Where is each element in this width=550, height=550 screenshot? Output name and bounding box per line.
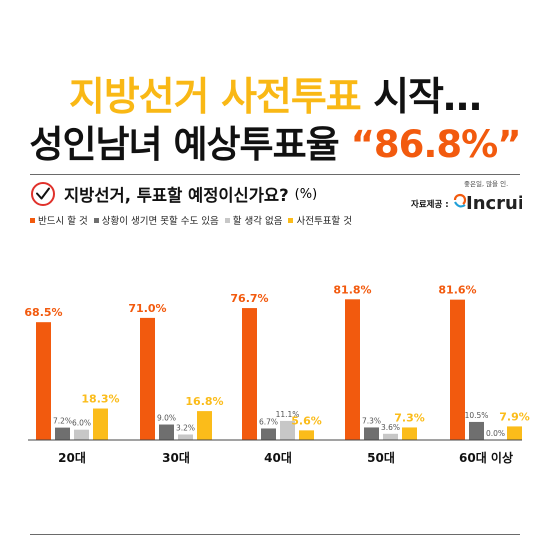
headline-highlight: 지방선거 사전투표: [69, 75, 362, 120]
headline-line-1: 지방선거 사전투표 시작…: [0, 78, 550, 117]
data-label: 6.0%: [72, 419, 91, 428]
ballot-check-icon: [31, 182, 55, 206]
divider: [30, 174, 520, 175]
legend-swatch: [30, 217, 35, 223]
legend-label: 할 생각 없음: [232, 216, 283, 227]
headline-figure: “86.8%”: [350, 123, 522, 166]
bar-3: [280, 420, 295, 440]
legend-item: 사전투표할 것: [288, 213, 352, 227]
data-label: 6.7%: [259, 417, 278, 426]
data-label: 7.2%: [53, 417, 72, 426]
bar-2: [159, 424, 174, 440]
data-label: 7.3%: [362, 416, 381, 425]
incruit-logo: Incruit: [453, 193, 522, 214]
legend-swatch: [93, 217, 99, 223]
bar-2: [469, 421, 484, 440]
data-label: 10.5%: [465, 411, 489, 420]
legend-swatch: [288, 217, 294, 223]
data-label: 5.6%: [291, 414, 322, 427]
bar-3: [178, 434, 193, 440]
bar-1: [345, 299, 360, 440]
headline-text: 성인남녀 예상투표율: [29, 123, 339, 166]
headline-text: 시작…: [373, 75, 482, 120]
category-label: 60대 이상: [459, 450, 513, 465]
bar-chart: 68.5% 7.2% 6.0% 18.3% 20대 71.0% 9.0%3.2% 16.8% 3…: [24, 283, 530, 465]
data-label: 71.0%: [128, 302, 166, 315]
headline-line-2: 성인남녀 예상투표율 “86.8%”: [0, 126, 550, 163]
data-label: 11.1%: [276, 410, 300, 419]
data-label: 7.3%: [394, 411, 425, 424]
data-label: 16.8%: [185, 395, 223, 408]
legend-swatch: [224, 217, 230, 223]
bar-4: [507, 426, 522, 440]
bar-1: [36, 322, 51, 440]
bar-4: [402, 427, 417, 440]
divider: [30, 534, 520, 535]
data-label: 3.2%: [176, 423, 195, 432]
legend-item: 반드시 할 것: [30, 213, 88, 227]
legend: 반드시 할 것 상황이 생기면 못할 수도 있음 할 생각 없음 사전투표할 것: [30, 213, 358, 227]
data-label: 3.6%: [381, 423, 400, 432]
legend-item: 할 생각 없음: [224, 213, 283, 227]
legend-item: 상황이 생기면 못할 수도 있음: [93, 213, 219, 227]
bar-4: [299, 430, 314, 440]
category-label: 50대: [367, 451, 395, 465]
provider-label: 자료제공 :: [411, 200, 449, 210]
data-provider: 좋은일, 많을 인. 자료제공 : Incruit: [408, 178, 522, 218]
bar-4: [197, 411, 212, 440]
category-label: 20대: [58, 451, 86, 465]
bar-3: [383, 433, 398, 440]
data-label: 81.6%: [438, 284, 476, 297]
category-label: 40대: [264, 451, 292, 465]
bar-1: [242, 308, 257, 440]
legend-label: 사전투표할 것: [296, 216, 352, 227]
data-label: 68.5%: [24, 306, 62, 319]
provider-tagline: 좋은일, 많을 인.: [464, 180, 509, 188]
data-label: 7.9%: [499, 410, 530, 423]
chart-title: 지방선거, 투표할 예정이신가요?: [64, 186, 289, 205]
question-row: 지방선거, 투표할 예정이신가요? (%): [30, 180, 317, 208]
provider-logo-text: Incruit: [466, 193, 522, 214]
legend-label: 반드시 할 것: [38, 216, 88, 227]
legend-label: 상황이 생기면 못할 수도 있음: [101, 216, 219, 227]
data-label: 18.3%: [81, 393, 119, 406]
bar-2: [364, 427, 379, 440]
category-label: 30대: [162, 451, 190, 465]
bar-1: [140, 317, 155, 440]
data-label: 0.0%: [486, 429, 505, 438]
bar-3: [74, 429, 89, 440]
bar-4: [93, 408, 108, 440]
chart-unit: (%): [294, 186, 318, 202]
data-label: 76.7%: [230, 292, 268, 305]
bar-2: [261, 428, 276, 440]
bar-1: [450, 299, 465, 440]
data-label: 9.0%: [157, 414, 176, 423]
data-label: 81.8%: [333, 283, 371, 296]
bar-2: [55, 427, 70, 440]
